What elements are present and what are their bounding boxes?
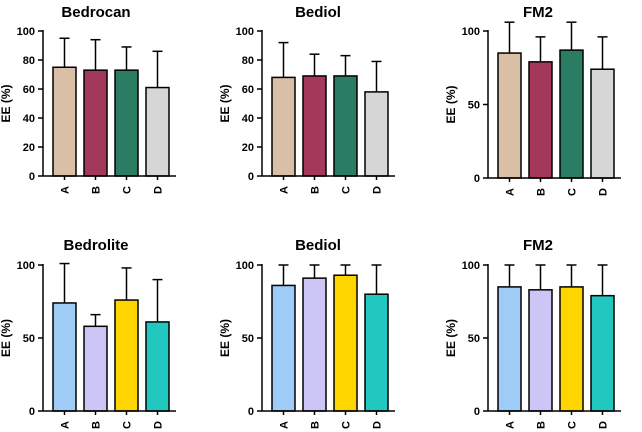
bar-D — [364, 293, 389, 412]
bar-D — [145, 86, 170, 177]
y-tick-label: 50 — [23, 333, 35, 345]
chart-panel-4: Bedrolite EE (%) A B C D 0 50 100 — [0, 237, 176, 429]
bar-B — [302, 75, 327, 177]
bar-B — [528, 289, 553, 412]
x-tick-label-D: D — [598, 188, 610, 196]
x-tick-label-B: B — [310, 421, 322, 429]
y-tick-label: 100 — [462, 26, 480, 38]
y-tick-label: 0 — [248, 171, 254, 183]
y-tick-label: 50 — [468, 333, 480, 345]
bar-D — [145, 321, 170, 412]
x-tick-label-A: A — [60, 186, 72, 194]
chart-panel-1: Bedrocan EE (%) A B C D 0 20 40 60 80 100 — [0, 4, 176, 194]
bar-B — [83, 325, 108, 412]
y-tick-label: 0 — [29, 406, 35, 418]
x-tick-label-B: B — [536, 188, 548, 196]
chart-panel-6: FM2 EE (%) A B C D 0 50 100 — [444, 237, 621, 429]
x-tick-label-A: A — [279, 421, 291, 429]
bar-D — [364, 91, 389, 177]
y-tick-label: 20 — [23, 142, 35, 154]
y-axis-label: EE (%) — [0, 319, 13, 357]
bar-A — [52, 66, 77, 177]
y-tick-label: 100 — [236, 260, 254, 272]
bar-C — [114, 69, 139, 177]
bar-C — [114, 299, 139, 412]
y-tick-label: 40 — [23, 113, 35, 125]
x-tick-label-B: B — [536, 421, 548, 429]
bar-A — [497, 286, 522, 412]
y-tick-label: 100 — [17, 260, 35, 272]
y-tick-label: 80 — [242, 55, 254, 67]
chart-title: Bedrocan — [61, 4, 130, 21]
y-tick-label: 20 — [242, 142, 254, 154]
y-axis-label: EE (%) — [444, 319, 458, 357]
bar-C — [333, 274, 358, 412]
x-tick-label-A: A — [505, 421, 517, 429]
x-tick-label-D: D — [372, 186, 384, 194]
chart-panel-2: Bediol EE (%) A B C D 0 20 40 60 80 100 — [218, 4, 395, 194]
bar-C — [559, 49, 584, 179]
bar-C — [559, 286, 584, 412]
chart-title: Bediol — [295, 4, 341, 21]
y-axis-label: EE (%) — [0, 84, 13, 122]
chart-panel-5: Bediol EE (%) A B C D 0 50 100 — [218, 237, 395, 429]
x-tick-label-B: B — [91, 186, 103, 194]
chart-title: FM2 — [523, 4, 553, 21]
bar-D — [590, 68, 615, 179]
chart-panel-3: FM2 EE (%) A B C D 0 50 100 — [444, 4, 621, 196]
bar-C — [333, 75, 358, 177]
y-axis-label: EE (%) — [444, 85, 458, 123]
x-tick-label-C: C — [567, 421, 579, 429]
y-tick-label: 50 — [242, 333, 254, 345]
x-tick-label-A: A — [279, 186, 291, 194]
x-tick-label-B: B — [310, 186, 322, 194]
y-tick-label: 60 — [242, 84, 254, 96]
y-tick-label: 100 — [462, 260, 480, 272]
y-tick-label: 0 — [474, 173, 480, 185]
bar-A — [271, 284, 296, 412]
chart-title: Bedrolite — [63, 237, 128, 254]
x-tick-label-D: D — [372, 421, 384, 429]
bar-B — [302, 277, 327, 412]
y-tick-label: 60 — [23, 84, 35, 96]
x-tick-label-D: D — [153, 186, 165, 194]
chart-title: FM2 — [523, 237, 553, 254]
y-tick-label: 0 — [248, 406, 254, 418]
x-tick-label-A: A — [60, 421, 72, 429]
bar-A — [497, 52, 522, 179]
x-tick-label-C: C — [341, 186, 353, 194]
x-tick-label-C: C — [341, 421, 353, 429]
y-axis-label: EE (%) — [218, 84, 232, 122]
x-tick-label-C: C — [122, 421, 134, 429]
x-tick-label-C: C — [122, 186, 134, 194]
y-tick-label: 40 — [242, 113, 254, 125]
x-tick-label-D: D — [598, 421, 610, 429]
bar-B — [528, 61, 553, 179]
y-tick-label: 50 — [468, 100, 480, 112]
bar-D — [590, 294, 615, 412]
y-tick-label: 0 — [29, 171, 35, 183]
x-tick-label-C: C — [567, 188, 579, 196]
y-tick-label: 100 — [17, 26, 35, 38]
bar-B — [83, 69, 108, 177]
x-tick-label-D: D — [153, 421, 165, 429]
y-axis-label: EE (%) — [218, 319, 232, 357]
y-tick-label: 80 — [23, 55, 35, 67]
bar-A — [271, 76, 296, 177]
x-tick-label-A: A — [505, 188, 517, 196]
bar-A — [52, 302, 77, 412]
chart-title: Bediol — [295, 237, 341, 254]
x-tick-label-B: B — [91, 421, 103, 429]
y-tick-label: 0 — [474, 406, 480, 418]
y-tick-label: 100 — [236, 26, 254, 38]
